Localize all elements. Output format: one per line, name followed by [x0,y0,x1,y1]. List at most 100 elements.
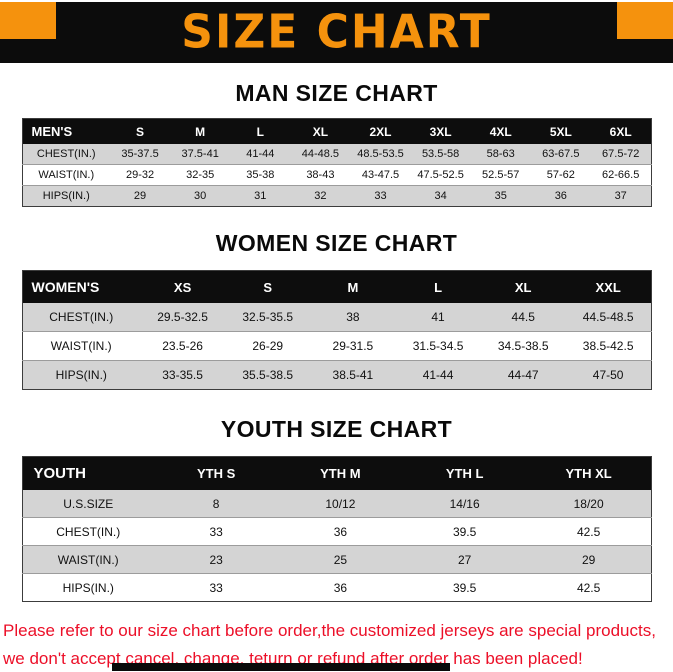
measurement-cell: 33 [209,524,223,539]
measurement-cell: 58-63 [486,148,515,160]
measurement-cell: 18/20 [573,496,604,511]
row-label: WAIST(IN.) [50,339,112,353]
measurement-cell: 44-48.5 [301,148,340,160]
measurement-cell: 29-31.5 [332,339,374,353]
banner-corner-left-block [0,2,56,39]
measurement-cell: 37 [614,190,627,202]
measurement-cell: 31 [254,190,267,202]
measurement-cell: 26-29 [252,339,284,353]
measurement-cell: 29.5-32.5 [157,310,208,324]
measurement-cell: 47-50 [592,368,624,382]
measurement-cell: 57-62 [546,169,575,181]
measurement-cell: 35-37.5 [121,148,159,160]
section-youth: YOUTH SIZE CHART YOUTH YTH S YTH M YTH L YTH… [0,416,673,602]
table-row: CHEST(IN.) 35-37.5 37.5-41 41-44 44-48.5 48.5… [22,144,651,165]
measurement-cell: 43-47.5 [361,169,400,181]
measurement-cell: 35 [494,190,507,202]
measurement-cell: 33 [209,580,223,595]
page-title: SIZE CHART [181,5,492,59]
table-row: HIPS(IN.) 29 30 31 32 33 34 35 36 37 [22,185,651,207]
table-row: WAIST(IN.) 23 25 27 29 [22,545,651,574]
women-section-heading: WOMEN SIZE CHART [215,230,458,256]
size-column-header: 5XL [549,124,572,139]
table-title-cell: WOMEN'S [31,279,100,295]
measurement-cell: 42.5 [576,580,601,595]
size-column-header: 6XL [609,124,632,139]
table-row: CHEST(IN.) 33 36 39.5 42.5 [22,517,651,546]
measurement-cell: 30 [194,190,207,202]
men-size-table: MEN'S S M L XL 2XL 3XL 4XL 5XL 6XL CHEST(IN.) 35-37… [21,118,652,207]
size-column-header: XL [312,124,329,139]
measurement-cell: 53.5-58 [421,148,460,160]
measurement-cell: 33-35.5 [162,368,203,382]
size-column-header: M [347,279,359,295]
youth-section-heading: YOUTH SIZE CHART [220,416,453,442]
measurement-cell: 38.5-41 [332,368,374,382]
measurement-cell: 14/16 [449,496,480,511]
table-header-row: MEN'S S M L XL 2XL 3XL 4XL 5XL 6XL [22,118,651,144]
measurement-cell: 39.5 [452,524,477,539]
measurement-cell: 36 [554,190,567,202]
table-title-cell: MEN'S [31,124,73,139]
measurement-cell: 62-66.5 [602,169,640,181]
measurement-cell: 23 [209,552,223,567]
measurement-cell: 38.5-42.5 [582,339,634,353]
row-label: CHEST(IN.) [36,148,96,160]
row-label: WAIST(IN.) [57,552,119,567]
measurement-cell: 41 [431,310,445,324]
measurement-cell: 23.5-26 [162,339,203,353]
size-column-header: XXL [595,279,621,295]
bottom-bar [112,663,450,671]
table-header-row: YOUTH YTH S YTH M YTH L YTH XL [22,456,651,490]
measurement-cell: 29-32 [125,169,155,181]
measurement-cell: 32.5-35.5 [242,310,294,324]
table-row: WAIST(IN.) 23.5-26 26-29 29-31.5 31.5-34.5 34… [22,331,651,361]
row-label: U.S.SIZE [63,496,114,511]
measurement-cell: 38-43 [306,169,335,181]
measurement-cell: 27 [457,552,472,567]
size-column-header: L [434,279,443,295]
measurement-cell: 36 [333,580,348,595]
size-column-header: 2XL [369,124,392,139]
measurement-cell: 41-44 [422,368,454,382]
size-column-header: L [256,124,264,139]
measurement-cell: 63-67.5 [542,148,580,160]
men-section-heading: MAN SIZE CHART [235,80,438,106]
row-label: HIPS(IN.) [42,190,90,202]
women-size-table: WOMEN'S XS S M L XL XXL CHEST(IN.) 29.5-32.5 32.5… [21,270,652,390]
row-label: HIPS(IN.) [55,368,107,382]
table-title-cell: YOUTH [33,465,87,482]
table-row: HIPS(IN.) 33 36 39.5 42.5 [22,573,651,602]
banner: SIZE CHART [0,2,673,63]
measurement-cell: 31.5-34.5 [412,339,464,353]
size-column-header: 4XL [489,124,512,139]
measurement-cell: 67.5-72 [602,148,640,160]
measurement-cell: 10/12 [325,496,356,511]
size-column-header: YTH XL [565,466,612,481]
size-column-header: XL [514,279,532,295]
measurement-cell: 47.5-52.5 [417,169,464,181]
measurement-cell: 36 [333,524,348,539]
table-row: WAIST(IN.) 29-32 32-35 35-38 38-43 43-47.5 47.… [22,164,651,186]
row-label: CHEST(IN.) [49,310,114,324]
measurement-cell: 33 [374,190,387,202]
measurement-cell: 34.5-38.5 [497,339,549,353]
size-column-header: XS [173,279,192,295]
size-column-header: 3XL [429,124,452,139]
measurement-cell: 34 [434,190,447,202]
size-column-header: S [136,124,145,139]
row-label: HIPS(IN.) [62,580,114,595]
measurement-cell: 32-35 [186,169,215,181]
measurement-cell: 39.5 [452,580,477,595]
measurement-cell: 48.5-53.5 [357,148,404,160]
measurement-cell: 35.5-38.5 [242,368,294,382]
row-label: WAIST(IN.) [38,169,95,181]
table-row: HIPS(IN.) 33-35.5 35.5-38.5 38.5-41 41-44 44-… [22,360,651,390]
measurement-cell: 44-47 [507,368,539,382]
size-column-header: M [195,124,206,139]
footer-note-line-1: Please refer to our size chart before or… [3,621,656,640]
measurement-cell: 32 [314,190,327,202]
measurement-cell: 35-38 [246,169,275,181]
measurement-cell: 38 [346,310,360,324]
measurement-cell: 42.5 [576,524,601,539]
